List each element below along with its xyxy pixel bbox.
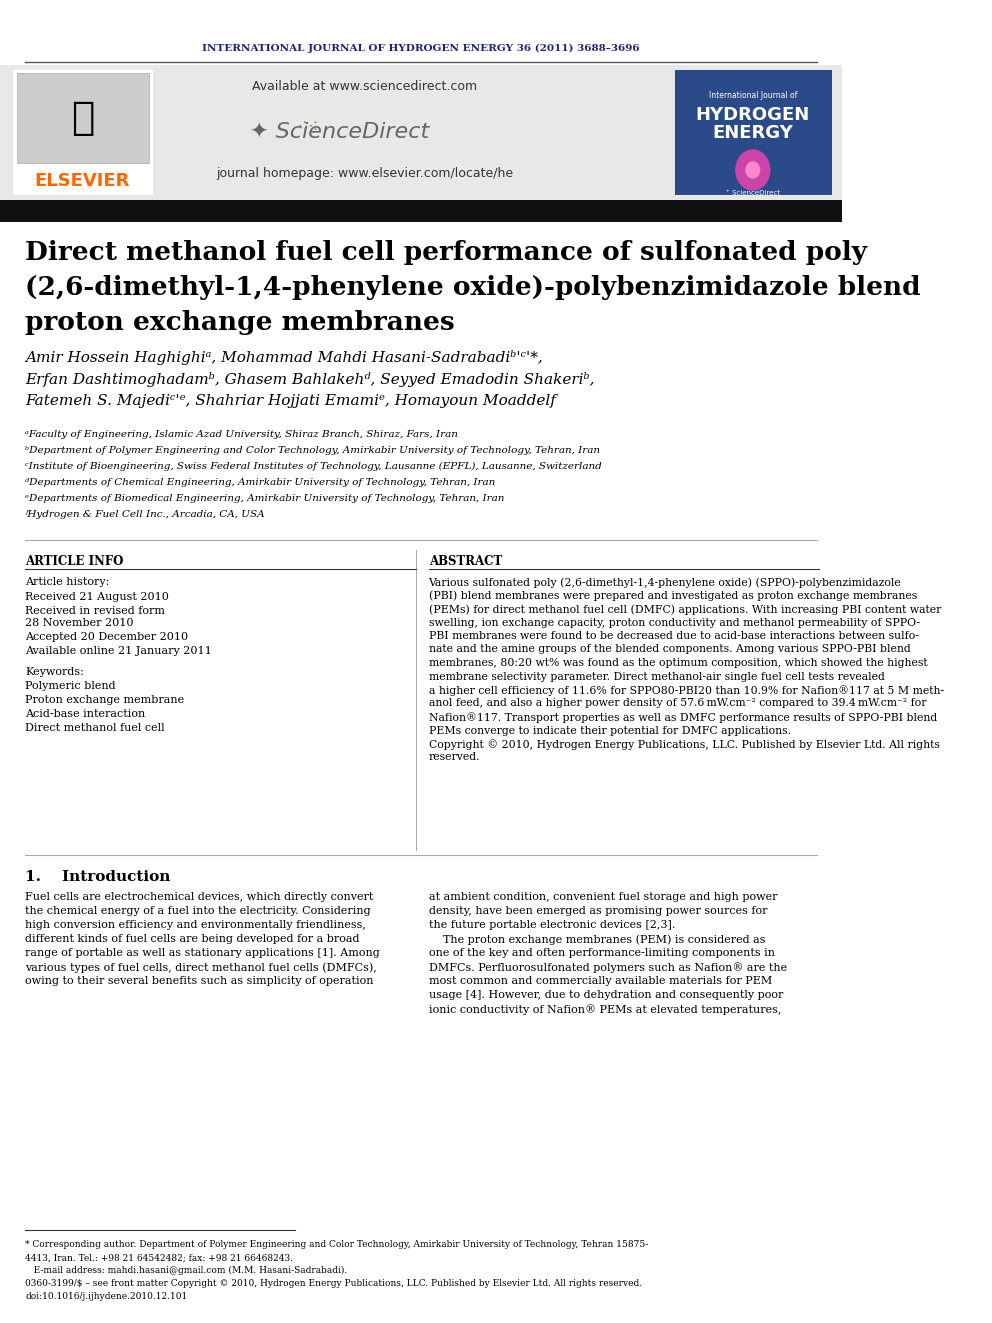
Text: HYDROGEN: HYDROGEN [695, 106, 809, 124]
Text: ᵃFaculty of Engineering, Islamic Azad University, Shiraz Branch, Shiraz, Fars, I: ᵃFaculty of Engineering, Islamic Azad Un… [26, 430, 458, 439]
Text: journal homepage: www.elsevier.com/locate/he: journal homepage: www.elsevier.com/locat… [216, 167, 514, 180]
Text: ⁖⁖: ⁖⁖ [297, 118, 319, 136]
Text: the future portable electronic devices [2,3].: the future portable electronic devices [… [429, 919, 675, 930]
Text: anol feed, and also a higher power density of 57.6 mW.cm⁻² compared to 39.4 mW.c: anol feed, and also a higher power densi… [429, 699, 927, 709]
FancyBboxPatch shape [17, 73, 149, 163]
Text: one of the key and often performance-limiting components in: one of the key and often performance-lim… [429, 949, 775, 958]
Text: density, have been emerged as promising power sources for: density, have been emerged as promising … [429, 906, 767, 916]
Text: PEMs converge to indicate their potential for DMFC applications.: PEMs converge to indicate their potentia… [429, 725, 791, 736]
Text: Received 21 August 2010: Received 21 August 2010 [26, 591, 170, 602]
Text: ELSEVIER: ELSEVIER [35, 172, 130, 191]
Text: ⁺ ScienceDirect: ⁺ ScienceDirect [726, 191, 780, 196]
Text: Acid-base interaction: Acid-base interaction [26, 709, 146, 718]
FancyBboxPatch shape [0, 200, 842, 222]
Text: Various sulfonated poly (2,6-dimethyl-1,4-phenylene oxide) (SPPO)-polybenzimidaz: Various sulfonated poly (2,6-dimethyl-1,… [429, 577, 902, 587]
Text: ᵉDepartments of Biomedical Engineering, Amirkabir University of Technology, Tehr: ᵉDepartments of Biomedical Engineering, … [26, 493, 505, 503]
Text: INTERNATIONAL JOURNAL OF HYDROGEN ENERGY 36 (2011) 3688–3696: INTERNATIONAL JOURNAL OF HYDROGEN ENERGY… [202, 44, 640, 53]
Text: the chemical energy of a fuel into the electricity. Considering: the chemical energy of a fuel into the e… [26, 906, 371, 916]
Text: ᵈDepartments of Chemical Engineering, Amirkabir University of Technology, Tehran: ᵈDepartments of Chemical Engineering, Am… [26, 478, 496, 487]
Text: Fatemeh S. Majediᶜ'ᵉ, Shahriar Hojjati Emamiᵉ, Homayoun Moaddelf: Fatemeh S. Majediᶜ'ᵉ, Shahriar Hojjati E… [26, 394, 557, 407]
FancyBboxPatch shape [13, 70, 153, 194]
Text: at ambient condition, convenient fuel storage and high power: at ambient condition, convenient fuel st… [429, 892, 777, 902]
Text: Nafion®117. Transport properties as well as DMFC performance results of SPPO-PBI: Nafion®117. Transport properties as well… [429, 712, 936, 722]
Text: membrane selectivity parameter. Direct methanol-air single fuel cell tests revea: membrane selectivity parameter. Direct m… [429, 672, 885, 681]
Text: International Journal of: International Journal of [708, 90, 797, 99]
Text: 1.    Introduction: 1. Introduction [26, 871, 171, 884]
Text: (2,6-dimethyl-1,4-phenylene oxide)-polybenzimidazole blend: (2,6-dimethyl-1,4-phenylene oxide)-polyb… [26, 275, 922, 300]
Circle shape [736, 149, 770, 191]
Text: reserved.: reserved. [429, 753, 480, 762]
Text: Direct methanol fuel cell: Direct methanol fuel cell [26, 722, 165, 733]
Text: Proton exchange membrane: Proton exchange membrane [26, 695, 185, 705]
Text: ᶠHydrogen & Fuel Cell Inc., Arcadia, CA, USA: ᶠHydrogen & Fuel Cell Inc., Arcadia, CA,… [26, 509, 265, 519]
Text: E-mail address: mahdi.hasani@gmail.com (M.M. Hasani-Sadrabadi).: E-mail address: mahdi.hasani@gmail.com (… [26, 1266, 348, 1275]
Text: Article history:: Article history: [26, 577, 110, 587]
Text: Keywords:: Keywords: [26, 667, 84, 677]
Text: 4413, Iran. Tel.: +98 21 64542482; fax: +98 21 66468243.: 4413, Iran. Tel.: +98 21 64542482; fax: … [26, 1253, 294, 1262]
Text: high conversion efficiency and environmentally friendliness,: high conversion efficiency and environme… [26, 919, 366, 930]
Text: Received in revised form: Received in revised form [26, 606, 166, 617]
Text: membranes, 80:20 wt% was found as the optimum composition, which showed the high: membranes, 80:20 wt% was found as the op… [429, 658, 928, 668]
Text: Copyright © 2010, Hydrogen Energy Publications, LLC. Published by Elsevier Ltd. : Copyright © 2010, Hydrogen Energy Public… [429, 740, 939, 750]
FancyBboxPatch shape [675, 70, 831, 194]
Text: Accepted 20 December 2010: Accepted 20 December 2010 [26, 632, 188, 642]
Text: (PBI) blend membranes were prepared and investigated as proton exchange membrane: (PBI) blend membranes were prepared and … [429, 590, 917, 601]
Text: different kinds of fuel cells are being developed for a broad: different kinds of fuel cells are being … [26, 934, 360, 945]
Text: * Corresponding author. Department of Polymer Engineering and Color Technology, : * Corresponding author. Department of Po… [26, 1240, 649, 1249]
Text: Erfan Dashtimoghadamᵇ, Ghasem Bahlakehᵈ, Seyyed Emadodin Shakeriᵇ,: Erfan Dashtimoghadamᵇ, Ghasem Bahlakehᵈ,… [26, 372, 595, 388]
Text: DMFCs. Perfluorosulfonated polymers such as Nafion® are the: DMFCs. Perfluorosulfonated polymers such… [429, 962, 787, 972]
Text: range of portable as well as stationary applications [1]. Among: range of portable as well as stationary … [26, 949, 380, 958]
Text: owing to their several benefits such as simplicity of operation: owing to their several benefits such as … [26, 976, 374, 986]
FancyBboxPatch shape [0, 65, 842, 200]
Text: Available at www.sciencedirect.com: Available at www.sciencedirect.com [252, 81, 477, 94]
Text: (PEMs) for direct methanol fuel cell (DMFC) applications. With increasing PBI co: (PEMs) for direct methanol fuel cell (DM… [429, 605, 941, 615]
Text: PBI membranes were found to be decreased due to acid-base interactions between s: PBI membranes were found to be decreased… [429, 631, 919, 642]
Text: proton exchange membranes: proton exchange membranes [26, 310, 455, 335]
Text: 0360-3199/$ – see front matter Copyright © 2010, Hydrogen Energy Publications, L: 0360-3199/$ – see front matter Copyright… [26, 1279, 643, 1289]
Text: ionic conductivity of Nafion® PEMs at elevated temperatures,: ionic conductivity of Nafion® PEMs at el… [429, 1004, 781, 1015]
Text: Fuel cells are electrochemical devices, which directly convert: Fuel cells are electrochemical devices, … [26, 892, 374, 902]
Text: usage [4]. However, due to dehydration and consequently poor: usage [4]. However, due to dehydration a… [429, 990, 783, 1000]
Text: most common and commercially available materials for PEM: most common and commercially available m… [429, 976, 772, 986]
Text: swelling, ion exchange capacity, proton conductivity and methanol permeability o: swelling, ion exchange capacity, proton … [429, 618, 920, 627]
Text: ENERGY: ENERGY [712, 124, 794, 142]
Text: ✦ ScienceDirect: ✦ ScienceDirect [250, 123, 430, 143]
Text: Available online 21 January 2011: Available online 21 January 2011 [26, 646, 212, 656]
Text: various types of fuel cells, direct methanol fuel cells (DMFCs),: various types of fuel cells, direct meth… [26, 962, 377, 972]
Text: 🌳: 🌳 [70, 99, 94, 138]
Text: Amir Hossein Haghighiᵃ, Mohammad Mahdi Hasani-Sadrabadiᵇ'ᶜ'*,: Amir Hossein Haghighiᵃ, Mohammad Mahdi H… [26, 351, 544, 365]
Text: doi:10.1016/j.ijhydene.2010.12.101: doi:10.1016/j.ijhydene.2010.12.101 [26, 1293, 187, 1301]
Circle shape [746, 161, 760, 179]
Text: ARTICLE INFO: ARTICLE INFO [26, 556, 124, 568]
Text: ᶜInstitute of Bioengineering, Swiss Federal Institutes of Technology, Lausanne (: ᶜInstitute of Bioengineering, Swiss Fede… [26, 462, 602, 471]
Text: 28 November 2010: 28 November 2010 [26, 618, 134, 628]
Text: Direct methanol fuel cell performance of sulfonated poly: Direct methanol fuel cell performance of… [26, 239, 867, 265]
Text: ᵇDepartment of Polymer Engineering and Color Technology, Amirkabir University of: ᵇDepartment of Polymer Engineering and C… [26, 446, 600, 455]
Text: nate and the amine groups of the blended components. Among various SPPO-PBI blen: nate and the amine groups of the blended… [429, 644, 911, 655]
Text: Polymeric blend: Polymeric blend [26, 681, 116, 691]
Text: a higher cell efficiency of 11.6% for SPPO80-PBI20 than 10.9% for Nafion®117 at : a higher cell efficiency of 11.6% for SP… [429, 685, 943, 696]
Text: The proton exchange membranes (PEM) is considered as: The proton exchange membranes (PEM) is c… [429, 934, 765, 945]
Text: ABSTRACT: ABSTRACT [429, 556, 502, 568]
